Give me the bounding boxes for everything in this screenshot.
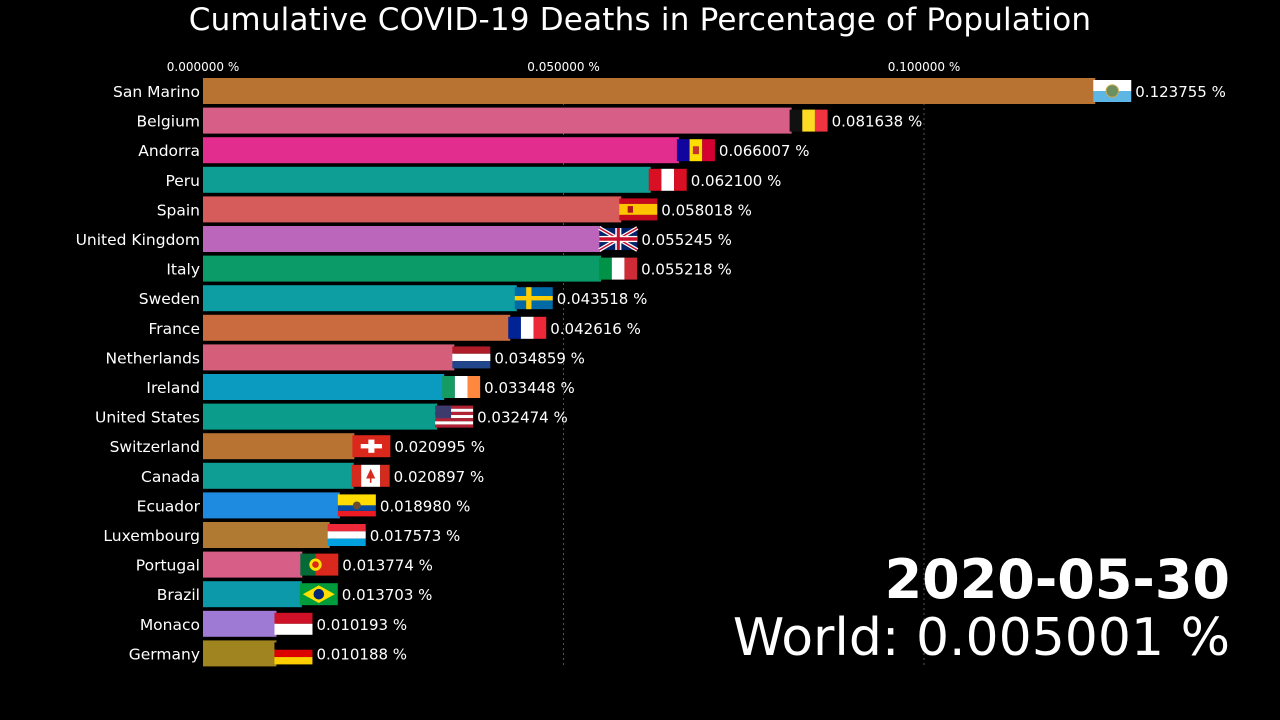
bar — [203, 107, 792, 134]
canada-flag-icon — [351, 464, 390, 487]
value-label: 0.066007 % — [719, 142, 810, 160]
bar — [203, 610, 277, 637]
date-label: 2020-05-30 — [884, 548, 1230, 611]
world-label: World: — [732, 608, 900, 668]
value-label: 0.123755 % — [1135, 83, 1226, 101]
category-label: United Kingdom — [76, 231, 200, 249]
bar — [203, 492, 340, 519]
bar — [203, 255, 602, 282]
category-label: Peru — [165, 172, 200, 190]
category-label: Netherlands — [106, 349, 200, 367]
bar — [203, 137, 679, 164]
category-label: Portugal — [136, 557, 200, 575]
bar — [203, 640, 277, 667]
value-label: 0.017573 % — [370, 527, 461, 545]
netherlands-flag-icon — [452, 346, 491, 369]
category-label: Spain — [157, 201, 200, 219]
tick-label: 0.100000 % — [888, 60, 960, 74]
category-label: United States — [95, 409, 200, 427]
tick-label: 0.000000 % — [167, 60, 239, 74]
bar — [203, 581, 302, 608]
bar — [203, 314, 511, 341]
value-label: 0.032474 % — [477, 409, 568, 427]
category-label: Andorra — [138, 142, 200, 160]
bar — [203, 166, 651, 193]
brazil-flag-icon — [299, 583, 338, 606]
value-label: 0.013703 % — [342, 586, 433, 604]
value-label: 0.058018 % — [661, 201, 752, 219]
value-label: 0.042616 % — [550, 320, 641, 338]
portugal-flag-icon — [300, 553, 339, 576]
bar — [203, 78, 1096, 104]
spain-flag-icon — [619, 198, 658, 221]
bar — [203, 522, 330, 548]
category-label: Italy — [166, 261, 200, 279]
bar — [203, 226, 602, 252]
luxembourg-flag-icon — [327, 524, 366, 546]
sweden-flag-icon — [514, 287, 553, 310]
value-label: 0.033448 % — [484, 379, 575, 397]
value-label: 0.034859 % — [494, 349, 585, 367]
tick-label: 0.050000 % — [527, 60, 599, 74]
category-label: Canada — [141, 468, 200, 486]
chart-title: Cumulative COVID-19 Deaths in Percentage… — [188, 2, 1092, 38]
category-label: Sweden — [139, 290, 200, 308]
bar — [203, 403, 438, 430]
value-label: 0.062100 % — [691, 172, 782, 190]
andorra-flag-icon — [676, 139, 715, 162]
value-label: 0.020897 % — [394, 468, 485, 486]
italy-flag-icon — [599, 257, 638, 280]
category-label: Switzerland — [110, 438, 200, 456]
world-number: 0.005001 % — [915, 608, 1230, 668]
united-states-flag-icon — [435, 405, 474, 428]
category-label: San Marino — [113, 83, 200, 101]
category-label: Ecuador — [137, 497, 201, 515]
france-flag-icon — [508, 316, 547, 339]
value-label: 0.081638 % — [832, 113, 923, 131]
value-label: 0.055245 % — [641, 231, 732, 249]
category-label: Monaco — [140, 616, 200, 634]
world-value: World: 0.005001 % — [733, 608, 1230, 668]
ecuador-flag-icon — [337, 494, 376, 517]
value-label: 0.013774 % — [342, 557, 433, 575]
category-label: Brazil — [157, 586, 200, 604]
value-label: 0.043518 % — [557, 290, 648, 308]
ireland-flag-icon — [442, 376, 481, 398]
peru-flag-icon — [648, 168, 687, 191]
value-label: 0.010193 % — [316, 616, 407, 634]
bar — [203, 285, 517, 312]
bar — [203, 433, 355, 460]
monaco-flag-icon — [274, 612, 313, 635]
category-label: Belgium — [136, 113, 200, 131]
bar — [203, 462, 354, 489]
belgium-flag-icon — [789, 109, 828, 132]
value-label: 0.055218 % — [641, 261, 732, 279]
value-label: 0.020995 % — [394, 438, 485, 456]
value-label: 0.010188 % — [316, 645, 407, 663]
united-kingdom-flag-icon — [598, 226, 639, 252]
germany-flag-icon — [274, 642, 313, 665]
switzerland-flag-icon — [352, 435, 391, 458]
category-label: Ireland — [146, 379, 200, 397]
bar — [203, 374, 445, 400]
bar — [203, 344, 455, 371]
san-marino-flag-icon — [1093, 80, 1132, 102]
bar — [203, 196, 622, 223]
category-label: Luxembourg — [103, 527, 200, 545]
bar — [203, 551, 303, 578]
category-label: France — [148, 320, 200, 338]
value-label: 0.018980 % — [380, 497, 471, 515]
category-label: Germany — [129, 645, 200, 663]
